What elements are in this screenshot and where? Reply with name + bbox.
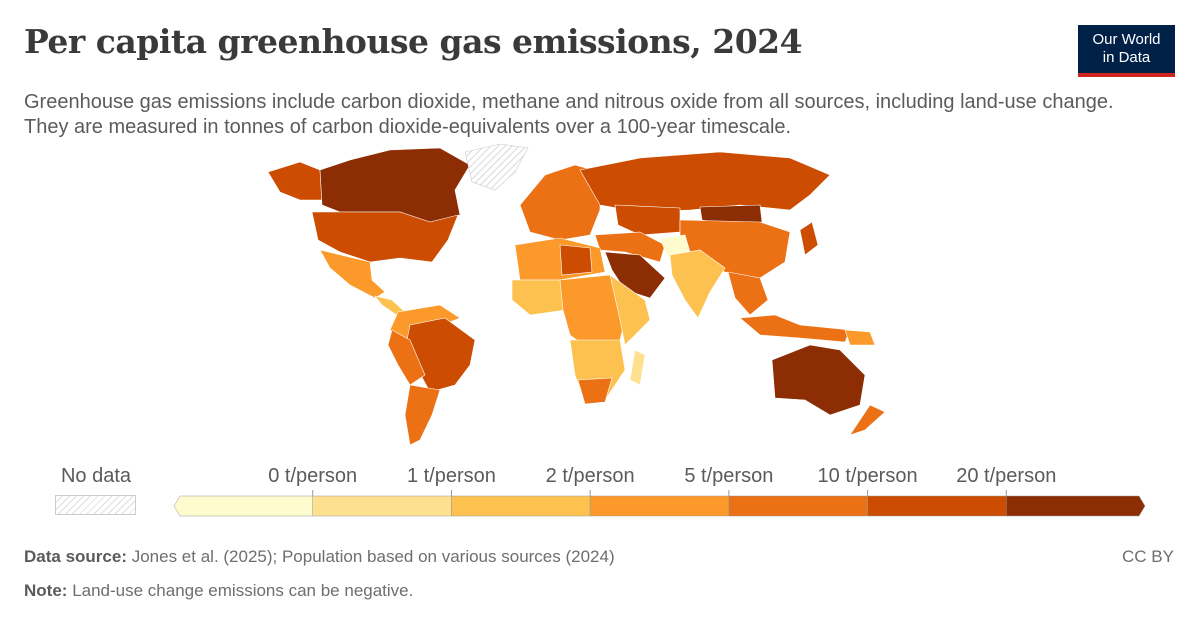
data-source: Data source: Jones et al. (2025); Popula… [24, 547, 615, 566]
region-mexico[interactable] [319, 249, 386, 299]
legend-bin[interactable] [312, 495, 452, 517]
legend-bin[interactable] [173, 495, 313, 517]
region-canada[interactable] [319, 147, 471, 223]
note: Note: Land-use change emissions can be n… [24, 581, 414, 600]
region-argentina-chile[interactable] [404, 384, 441, 446]
legend-tick-label: 5 t/person [684, 465, 774, 487]
legend-bin[interactable] [728, 495, 868, 517]
region-kazakhstan[interactable] [614, 204, 681, 236]
region-australia[interactable] [771, 344, 866, 416]
legend-bin[interactable] [589, 495, 730, 517]
legend-tick-label: 0 t/person [268, 465, 358, 487]
region-greenland[interactable] [464, 143, 529, 191]
region-papua[interactable] [844, 329, 876, 346]
region-usa[interactable] [311, 211, 459, 263]
legend-bin[interactable] [867, 495, 1007, 517]
no-data-label: No data [60, 465, 132, 487]
region-madagascar[interactable] [629, 349, 646, 386]
license[interactable]: CC BY [1122, 547, 1174, 566]
region-south-africa[interactable] [577, 377, 613, 405]
region-east-africa[interactable] [609, 274, 651, 346]
region-japan[interactable] [799, 221, 819, 256]
legend-tick-label: 2 t/person [545, 465, 635, 487]
region-west-africa[interactable] [511, 279, 566, 316]
legend-bin[interactable] [451, 495, 591, 517]
region-europe[interactable] [519, 164, 601, 241]
region-libya[interactable] [559, 244, 593, 276]
legend-tick-label: 1 t/person [406, 465, 496, 487]
source-link[interactable]: Jones et al. (2025); Population based on… [131, 547, 615, 566]
legend-tick-label: 10 t/person [817, 465, 918, 487]
region-arabia[interactable] [604, 251, 666, 299]
legend-tick-label: 20 t/person [956, 465, 1057, 487]
region-southeast-asia[interactable] [727, 271, 769, 316]
region-india[interactable] [669, 249, 726, 319]
chart-subtitle: Greenhouse gas emissions include carbon … [24, 91, 1114, 138]
chart-title: Per capita greenhouse gas emissions, 202… [24, 22, 803, 61]
no-data-swatch[interactable] [55, 495, 136, 515]
legend-bin[interactable] [1006, 495, 1146, 517]
owid-logo[interactable]: Our World in Data [1078, 25, 1175, 77]
region-new-zealand[interactable] [849, 404, 886, 436]
